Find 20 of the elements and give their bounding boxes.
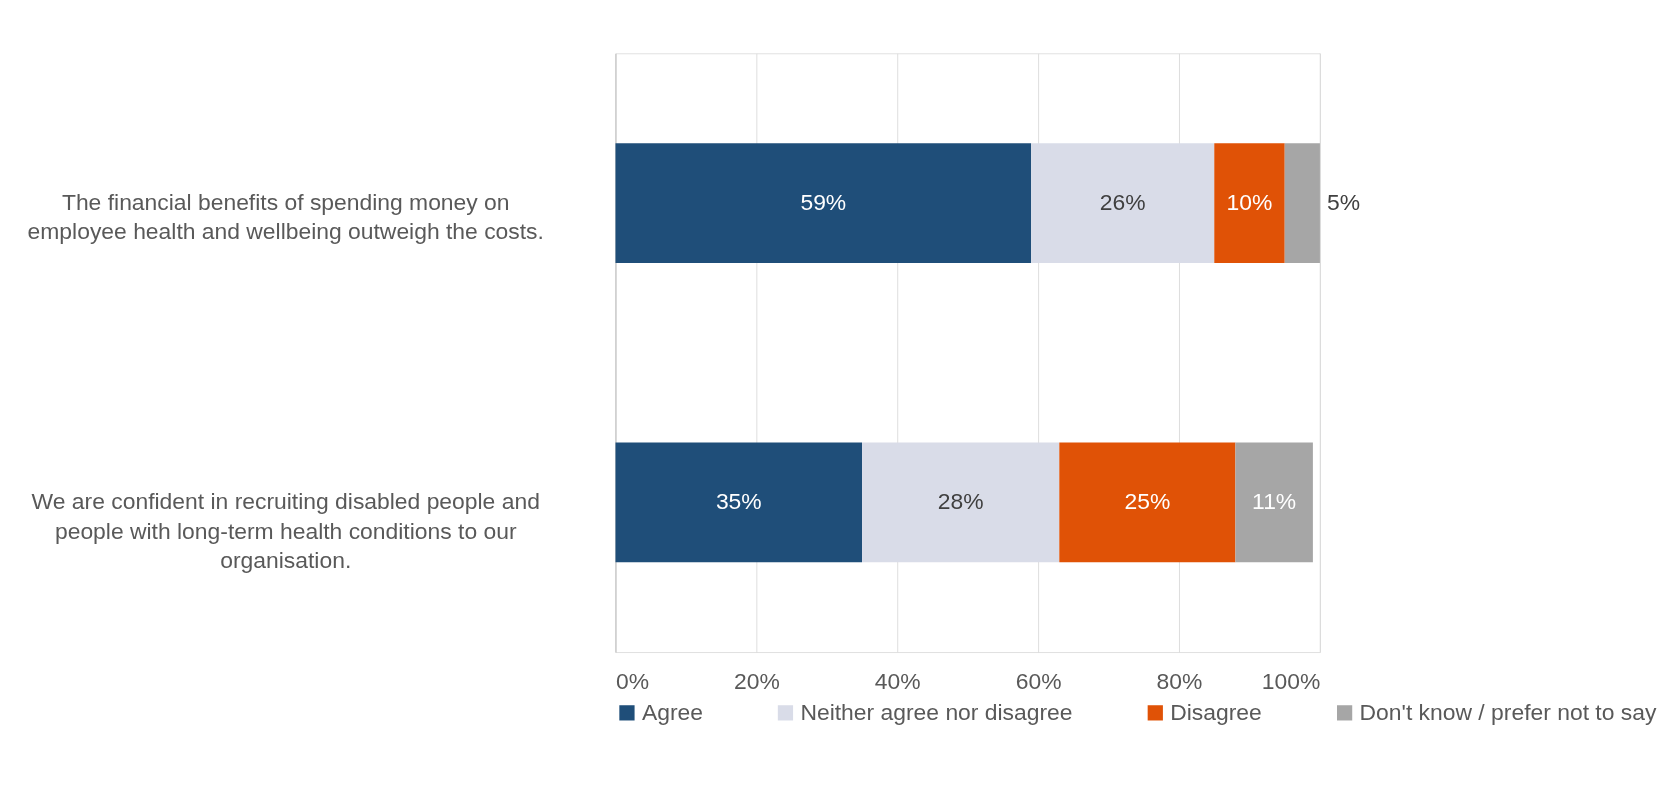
y-tick-label: We are confident in recruiting disabled people and people with long-term health conditions to our organisation. bbox=[31, 488, 540, 573]
legend-label: Agree bbox=[641, 698, 703, 725]
legend-label: Disagree bbox=[1170, 698, 1262, 725]
y-tick-label: The financial benefits of spending money on employee health and wellbeing outweigh the costs. bbox=[27, 189, 544, 245]
data-label: 10% bbox=[1226, 189, 1273, 216]
x-tick-label: 80% bbox=[1156, 667, 1203, 694]
x-tick-label: 60% bbox=[1015, 667, 1062, 694]
legend-label: Don't know / prefer not to say bbox=[1359, 698, 1657, 725]
data-label: 26% bbox=[1099, 189, 1146, 216]
legend-label: Neither agree nor disagree bbox=[800, 698, 1073, 725]
data-label: 25% bbox=[1124, 488, 1171, 515]
x-tick-label: 40% bbox=[874, 667, 921, 694]
data-label: 35% bbox=[715, 488, 762, 515]
data-label: 28% bbox=[937, 488, 984, 515]
x-tick-label: 100% bbox=[1261, 667, 1321, 694]
data-label: 59% bbox=[800, 189, 847, 216]
data-label: 5% bbox=[1326, 189, 1361, 216]
x-tick-label: 20% bbox=[733, 667, 780, 694]
x-tick-label: 0% bbox=[615, 667, 650, 694]
data-label: 11% bbox=[1252, 488, 1297, 515]
